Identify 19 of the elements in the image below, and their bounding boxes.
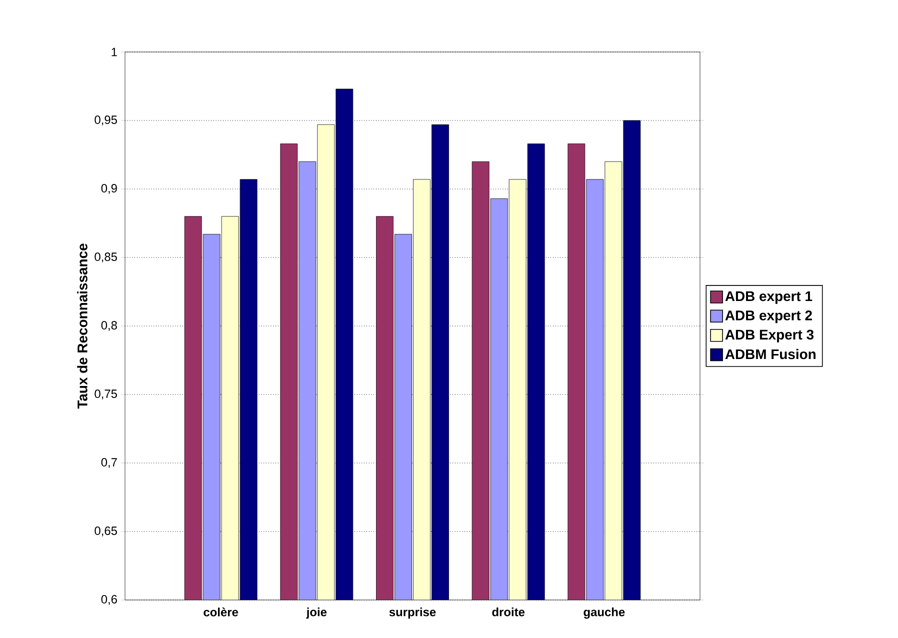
x-tick-label: colère — [204, 608, 238, 616]
y-axis-title: Taux de Reconnaissance — [77, 244, 88, 409]
y-tick-label: 0,75 — [94, 390, 117, 400]
legend-label: ADBM Fusion — [725, 348, 816, 360]
y-tick-label: 0,9 — [101, 184, 117, 194]
y-tick-label: 0,6 — [101, 595, 117, 605]
y-tick-label: 0,8 — [101, 321, 117, 331]
y-tick-label: 0,65 — [94, 526, 117, 536]
legend-label: ADB expert 2 — [725, 310, 812, 324]
legend-label: ADB Expert 3 — [725, 330, 814, 342]
y-tick-label: 0,95 — [94, 116, 117, 126]
x-tick-label: surprise — [389, 608, 436, 619]
y-tick-label: 0,7 — [101, 458, 117, 468]
x-tick-label: joie — [306, 608, 327, 619]
x-tick-label: gauche — [584, 608, 625, 619]
y-tick-label: 0,85 — [94, 252, 117, 262]
x-tick-label: droite — [492, 608, 525, 616]
y-tick-label: 1 — [112, 48, 117, 56]
legend-label: ADB expert 1 — [725, 291, 812, 304]
